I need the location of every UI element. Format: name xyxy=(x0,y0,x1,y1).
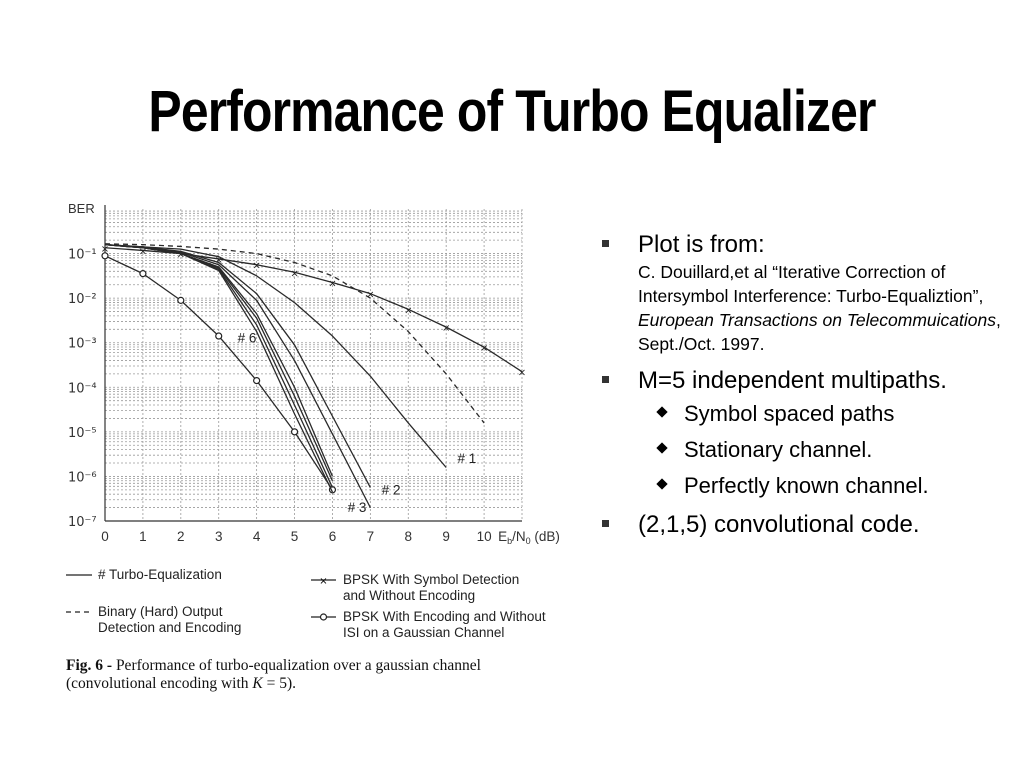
legend-bpsk-detect-2: and Without Encoding xyxy=(343,588,476,603)
legend-hard-2: Detection and Encoding xyxy=(98,620,242,635)
series-o-marker xyxy=(177,296,185,304)
chart-legend: × # Turbo-Equalization Binary (Hard) Out… xyxy=(66,567,576,647)
series-x-marker: × xyxy=(518,368,526,379)
series-x-marker: × xyxy=(177,250,185,261)
diamond-bullet-icon xyxy=(656,442,668,454)
ber-chart: 10⁻¹ 10⁻² 10⁻³ 10⁻⁴ 10⁻⁵ 10⁻⁶ 10⁻⁷ BER 0 1 2 3 4 5 6 7 8… xyxy=(68,201,560,546)
reference-authors: C. Douillard,et al “Iterative Correction… xyxy=(638,262,984,306)
series-line xyxy=(104,247,523,373)
square-bullet-icon xyxy=(602,240,609,247)
curve-annotation: # 1 xyxy=(458,451,477,466)
series-x-marker: × xyxy=(328,279,336,290)
series-o-marker xyxy=(253,377,261,385)
x-tick-label: 9 xyxy=(442,529,450,544)
y-tick-label: 10⁻⁵ xyxy=(68,426,97,441)
x-tick-label: 10 xyxy=(477,529,492,544)
series-line xyxy=(104,243,485,424)
caption-text-2: (convolutional encoding with xyxy=(66,675,253,692)
y-axis-label: BER xyxy=(68,201,95,216)
series-x-marker: × xyxy=(290,268,298,279)
bullet-code: (2,1,5) convolutional code. xyxy=(600,510,1018,540)
x-tick-label: 7 xyxy=(367,529,375,544)
series-x-marker: × xyxy=(442,323,450,334)
series-o-marker xyxy=(290,428,299,436)
sub-bullet-text: Perfectly known channel. xyxy=(684,473,929,498)
series-line xyxy=(104,244,447,468)
x-tick-label: 2 xyxy=(177,529,185,544)
bullet-code-text: (2,1,5) convolutional code. xyxy=(638,511,920,538)
series-o-marker xyxy=(139,270,147,278)
series-x-marker: × xyxy=(404,305,412,316)
bullet-multipaths-text: M=5 independent multipaths. xyxy=(638,367,947,394)
x-tick-label: 1 xyxy=(139,529,147,544)
diamond-bullet-icon xyxy=(656,406,668,418)
sub-bullet-known-channel: Perfectly known channel. xyxy=(638,472,1018,500)
series-line xyxy=(104,244,371,508)
curve-annotation: # 6 xyxy=(238,331,257,346)
caption-fig-label: Fig. 6 - xyxy=(66,657,113,674)
legend-turbo: # Turbo-Equalization xyxy=(98,567,222,582)
bullet-list: Plot is from: C. Douillard,et al “Iterat… xyxy=(600,230,1018,550)
caption-text-1: Performance of turbo-equalization over a… xyxy=(112,657,481,674)
series-x-marker: × xyxy=(101,244,109,255)
y-tick-label: 10⁻³ xyxy=(68,337,97,352)
series-line xyxy=(104,244,334,493)
bullet-source: Plot is from: C. Douillard,et al “Iterat… xyxy=(600,230,1018,356)
slide-title: Performance of Turbo Equalizer xyxy=(148,79,876,144)
legend-x-marker: × xyxy=(319,576,327,587)
legend-o-marker xyxy=(319,613,328,621)
series-x-marker: × xyxy=(366,290,374,301)
bullet-source-reference: C. Douillard,et al “Iterative Correction… xyxy=(638,260,1018,356)
sub-bullet-stationary: Stationary channel. xyxy=(638,436,1018,464)
y-tick-label: 10⁻² xyxy=(68,292,97,307)
y-tick-label: 10⁻¹ xyxy=(68,248,97,263)
x-tick-label: 0 xyxy=(101,529,109,544)
diamond-bullet-icon xyxy=(656,478,668,490)
legend-symbols: × xyxy=(66,574,336,621)
ber-figure: 10⁻¹ 10⁻² 10⁻³ 10⁻⁴ 10⁻⁵ 10⁻⁶ 10⁻⁷ BER 0 1 2 3 4 5 6 7 8… xyxy=(60,195,580,720)
square-bullet-icon xyxy=(602,520,609,527)
legend-bpsk-enc-1: BPSK With Encoding and Without xyxy=(343,609,546,624)
series-x-marker: × xyxy=(215,255,223,266)
reference-date: , Sept./Oct. 1997. xyxy=(638,310,1001,354)
series-x-marker: × xyxy=(139,246,147,257)
figure-caption: Fig. 6 - Performance of turbo-equalizati… xyxy=(66,657,576,693)
y-tick-label: 10⁻⁷ xyxy=(68,515,97,530)
x-tick-label: 5 xyxy=(291,529,299,544)
series-o-marker xyxy=(215,332,223,340)
x-tick-label: 3 xyxy=(215,529,223,544)
caption-text-3: = 5). xyxy=(262,675,297,692)
legend-bpsk-enc-2: ISI on a Gaussian Channel xyxy=(343,625,505,640)
reference-journal: European Transactions on Telecommuicatio… xyxy=(638,310,996,330)
sub-bullet-symbol-spaced: Symbol spaced paths xyxy=(638,400,1018,428)
bullet-multipaths: M=5 independent multipaths. Symbol space… xyxy=(600,366,1018,500)
curve-annotation: # 3 xyxy=(348,500,367,515)
y-tick-label: 10⁻⁶ xyxy=(68,470,97,485)
caption-k: K xyxy=(252,675,263,692)
series-o-marker xyxy=(101,252,109,260)
x-tick-label: 8 xyxy=(405,529,413,544)
bullet-source-title: Plot is from: xyxy=(638,231,765,258)
legend-bpsk-detect-1: BPSK With Symbol Detection xyxy=(343,572,520,587)
curve-annotation: # 2 xyxy=(382,482,401,497)
x-tick-label: 6 xyxy=(329,529,337,544)
sub-bullet-text: Stationary channel. xyxy=(684,437,873,462)
series-x-marker: × xyxy=(480,343,488,354)
x-tick-label: 4 xyxy=(253,529,261,544)
series-x-marker: × xyxy=(252,261,260,272)
square-bullet-icon xyxy=(602,376,609,383)
x-axis-label: Eb/N0 (dB) xyxy=(498,529,560,546)
legend-hard-1: Binary (Hard) Output xyxy=(98,604,223,619)
sub-bullet-text: Symbol spaced paths xyxy=(684,401,895,426)
y-tick-label: 10⁻⁴ xyxy=(68,381,97,396)
